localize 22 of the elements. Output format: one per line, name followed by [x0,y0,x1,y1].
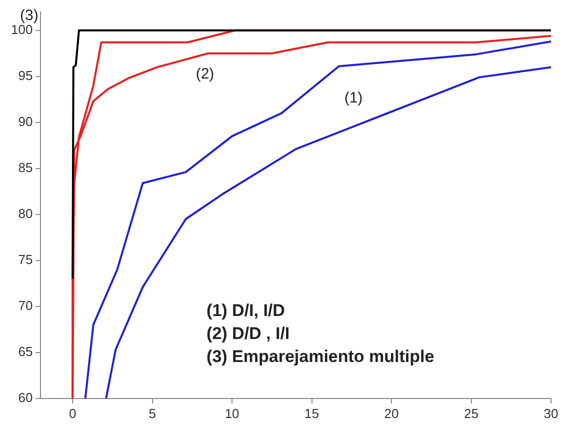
y-tick-label: 65 [18,344,33,359]
x-tick-label: 0 [68,406,76,421]
y-tick-label: 85 [18,160,33,175]
y-tick-label: 95 [18,68,33,83]
x-tick-label: 5 [148,406,156,421]
y-tick-label: 90 [18,114,33,129]
annotation: (1) [344,90,363,107]
x-tick-label: 10 [224,406,240,421]
text: (3) [20,7,38,24]
x-tick-label: 15 [304,406,320,421]
y-tick-label: 75 [18,252,33,267]
x-tick-label: 30 [544,406,558,421]
annotation: (3) Emparejamiento multiple [206,347,434,366]
y-tick-label: 70 [18,298,33,313]
x-tick-label: 20 [384,406,399,421]
annotation: (2) D/D , I/I [206,324,290,344]
annotation: (1) D/I, I/D [206,301,285,320]
y-tick-label: 60 [18,390,33,405]
annotation: (2) [196,66,214,83]
y-tick-label: 80 [18,206,33,221]
x-tick-label: 25 [464,406,478,421]
y-tick-label: 100 [10,22,33,37]
